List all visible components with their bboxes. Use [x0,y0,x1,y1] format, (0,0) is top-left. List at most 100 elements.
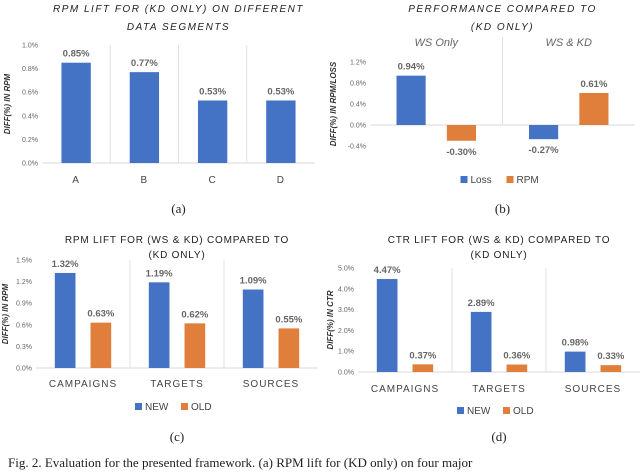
category-label: SOURCES [243,379,299,390]
y-tick-label: -0.4% [348,144,366,151]
chart-d: CTR LIFT FOR (WS & KD) COMPARED TO (KD ON… [326,235,640,444]
data-label: 0.77% [131,58,158,69]
legend-swatch [506,176,514,183]
y-axis-label: DIFF(%) IN RPM/LOSS [329,61,338,146]
y-tick-label: 1.0% [22,43,38,50]
y-tick-label: 0.3% [16,344,32,351]
legend-swatch [460,176,468,183]
y-tick-label: 3.0% [338,307,354,314]
subfigure-label: (a) [171,201,185,216]
legend-swatch [457,407,464,414]
y-tick-label: 0.8% [22,66,38,73]
chart-title: (KD ONLY) [471,22,534,33]
category-label: TARGETS [150,379,203,390]
legend-swatch [503,407,510,414]
category-label: TARGETS [472,384,525,395]
y-axis-label: DIFF(%) IN CTR [326,290,335,349]
y-tick-label: 0.9% [16,301,32,308]
legend-label: Loss [471,175,492,186]
data-label: -0.30% [446,147,477,158]
bar [184,323,206,368]
y-tick-label: 2.0% [338,328,354,335]
data-label: 0.85% [63,49,90,60]
bar [412,364,434,372]
bar [529,125,559,140]
data-label: 0.63% [87,309,114,320]
y-tick-label: 0.4% [350,102,366,109]
chart-title: DATA SEGMENTS [127,22,230,33]
y-tick-label: 1.2% [350,60,366,67]
legend-label: OLD [191,402,212,413]
bar [579,92,609,125]
data-label: -0.27% [529,145,560,156]
y-tick-label: 0.4% [22,113,38,120]
data-label: 1.09% [240,276,267,287]
y-tick-label: 0.2% [22,137,38,144]
y-tick-label: 1.2% [16,279,32,286]
data-label: 0.55% [275,314,302,325]
category-label: SOURCES [565,384,621,395]
y-tick-label: 1.5% [16,258,32,265]
y-tick-label: 5.0% [338,266,354,273]
y-tick-label: 0.0% [16,366,32,373]
chart-title: (KD ONLY) [148,250,205,261]
bar [278,328,300,368]
category-label: WS Only [415,37,460,49]
category-label: A [72,175,80,186]
legend-swatch [135,403,142,410]
data-label: 0.62% [181,309,208,320]
data-label: 4.47% [374,265,401,276]
bar [470,311,492,372]
data-label: 0.61% [580,79,607,90]
y-axis-label: DIFF(%) IN RPM [3,73,12,134]
data-label: 0.94% [398,62,425,73]
legend-swatch [181,403,188,410]
y-tick-label: 4.0% [338,286,354,293]
data-label: 0.53% [267,86,294,97]
chart-title: RPM LIFT FOR (WS & KD) COMPARED TO [65,235,289,246]
bar [564,351,586,372]
data-label: 0.53% [199,86,226,97]
legend-label: NEW [467,406,491,417]
bar [600,365,622,372]
y-tick-label: 0.0% [338,370,354,377]
category-label: WS & KD [546,37,593,49]
chart-a: RPM LIFT FOR (KD ONLY) ON DIFFERENT DATA … [3,4,315,216]
subfigure-label: (c) [170,429,184,444]
bar [129,72,160,163]
category-label: CAMPAIGNS [371,384,439,395]
bar [197,100,228,163]
chart-title: (KD ONLY) [470,250,527,261]
chart-c: RPM LIFT FOR (WS & KD) COMPARED TO (KD ON… [1,235,318,444]
bar [242,289,264,368]
data-label: 0.98% [562,338,589,349]
legend-label: NEW [145,402,169,413]
data-label: 0.37% [409,350,436,361]
bar [266,100,296,163]
legend-label: RPM [517,175,539,186]
category-label: B [141,175,149,186]
category-label: CAMPAIGNS [49,379,117,390]
chart-b: PERFORMANCE COMPARED TO (KD ONLY) DIFF(%) … [329,4,635,216]
chart-title: PERFORMANCE COMPARED TO [408,4,597,15]
y-tick-label: 0.8% [350,81,366,88]
y-tick-label: 0.0% [22,161,38,168]
y-tick-label: 0.6% [22,90,38,97]
chart-title: RPM LIFT FOR (KD ONLY) ON DIFFERENT [53,4,304,15]
data-label: 1.32% [52,259,79,270]
subfigure-label: (b) [495,201,510,216]
legend-label: OLD [513,406,534,417]
category-label: C [209,175,217,186]
chart-title: CTR LIFT FOR (WS & KD) COMPARED TO [388,235,611,246]
y-tick-label: 1.0% [338,349,354,356]
bar [54,272,76,368]
bar [396,75,426,125]
bar [61,62,91,164]
data-label: 0.36% [503,351,530,362]
y-axis-label: DIFF(%) IN RPM [1,283,10,344]
bar [506,364,528,372]
bar [376,279,398,372]
bar [90,322,112,368]
figure-caption: Fig. 2. Evaluation for the presented fra… [8,455,473,470]
